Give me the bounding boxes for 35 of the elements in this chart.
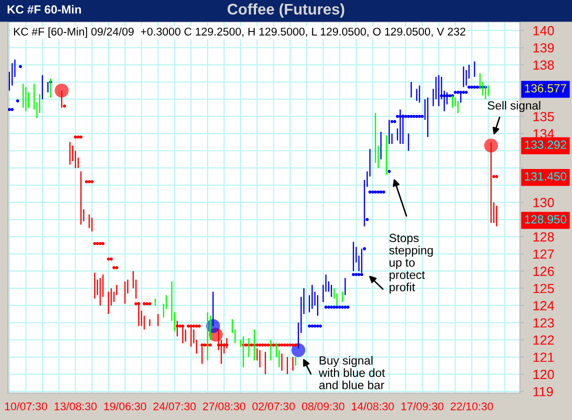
y-tick-label: 127 <box>533 249 554 259</box>
y-tick-label: 126 <box>533 266 554 276</box>
y-tick-label: 124 <box>533 301 554 310</box>
annotation: Buy signal with blue dot and blue bar <box>318 356 385 390</box>
x-tick-label: 19/06:30 <box>104 402 146 410</box>
text: KC #F 60-Min <box>8 5 81 14</box>
y-tick-label: 135 <box>533 112 554 122</box>
x-tick-label: 22/10:30 <box>450 402 493 410</box>
x-tick-label: 13/08:30 <box>54 402 97 410</box>
chart-subtitle: KC #F [60-Min] 09/24/09 +0.3000 C 129.2500, H 129.5000, L 129.0500, O 129.0500, V 232 <box>14 27 466 38</box>
y-tick-label: 123 <box>533 318 554 328</box>
annotation: Stops stepping up to protect profit <box>389 234 433 294</box>
text: 131.450 <box>525 172 566 181</box>
y-tick-label: 125 <box>533 284 554 294</box>
x-tick-label: 14/08:30 <box>352 402 394 410</box>
y-tick-label: 138 <box>533 60 554 70</box>
x-tick-label: 02/07:30 <box>252 402 295 410</box>
x-tick-label: 27/08:30 <box>203 402 246 410</box>
text: 128.950 <box>525 215 566 224</box>
annotation: Sell signal <box>488 100 540 112</box>
x-tick-label: 17/09:30 <box>401 402 444 410</box>
y-tick-label: 122 <box>533 335 554 345</box>
y-tick-label: 140 <box>533 26 554 36</box>
y-tick-label: 128 <box>533 232 554 242</box>
x-tick-label: 08/09:30 <box>302 402 344 410</box>
text: 133.292 <box>525 140 566 149</box>
y-tick-label: 130 <box>533 198 554 208</box>
y-tick-label: 139 <box>533 43 554 53</box>
chart-title: Coffee (Futures) <box>228 3 344 18</box>
y-tick-label: 121 <box>533 352 554 362</box>
x-tick-label: 24/07:30 <box>153 402 196 410</box>
text: 136.577 <box>525 84 566 92</box>
y-tick-label: 119 <box>533 386 553 396</box>
x-tick-label: 10/07:30 <box>5 402 48 410</box>
y-tick-label: 120 <box>533 370 554 380</box>
